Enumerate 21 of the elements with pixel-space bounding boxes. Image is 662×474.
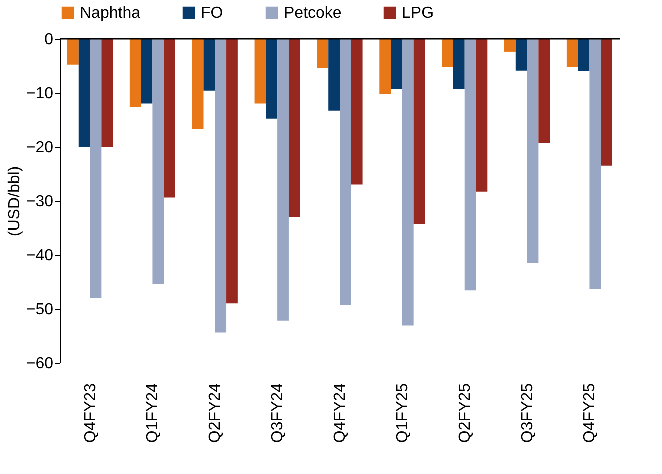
x-tick-label: Q2FY25 [456, 383, 474, 444]
x-tick-label: Q1FY24 [144, 383, 162, 444]
legend-label: Naphtha [80, 5, 141, 22]
x-tick-label: Q1FY25 [394, 383, 412, 444]
y-axis-title: (USD/bbl) [6, 166, 24, 237]
y-tick-label: −20 [26, 140, 54, 156]
x-tick-label: Q4FY24 [332, 383, 349, 444]
y-tick-label: −50 [26, 302, 54, 318]
x-tick-label: Q4FY23 [82, 383, 100, 444]
x-tick-label: Q3FY25 [519, 383, 536, 444]
y-tick-label: 0 [44, 32, 54, 48]
legend-label: Petcoke [284, 5, 342, 22]
y-tick-label: −30 [26, 194, 54, 210]
legend-label: FO [201, 5, 224, 22]
y-tick-label: −40 [26, 248, 54, 264]
x-tick-label: Q2FY24 [207, 383, 224, 444]
y-tick-label: −10 [26, 86, 54, 102]
x-tick-label: Q4FY25 [582, 383, 599, 444]
x-tick-label: Q3FY24 [270, 383, 287, 444]
legend-label: LPG [402, 5, 434, 22]
y-tick-label: −60 [26, 356, 54, 372]
